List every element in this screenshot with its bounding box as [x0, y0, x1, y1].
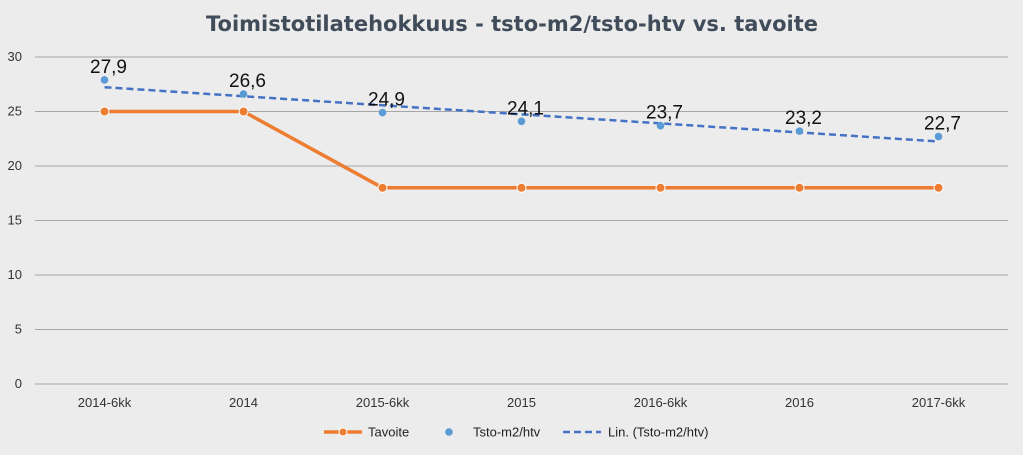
x-tick-label: 2016-6kk [634, 395, 688, 410]
y-tick-label: 5 [15, 322, 22, 337]
data-label: 26,6 [229, 71, 266, 92]
data-label: 24,9 [368, 90, 405, 111]
legend-tavoite-label: Tavoite [368, 425, 409, 440]
tavoite-point [99, 106, 110, 117]
y-tick-label: 0 [15, 376, 22, 391]
tsto-point [517, 117, 526, 126]
x-axis: 2014-6kk 2014 2015-6kk 2015 2016-6kk 2016 2017… [78, 395, 966, 410]
chart-title: Toimistotilatehokkuus - tsto-m2/tsto-htv… [206, 12, 818, 36]
x-tick-label: 2017-6kk [912, 395, 966, 410]
tavoite-point [238, 106, 249, 117]
x-tick-label: 2014-6kk [78, 395, 132, 410]
y-tick-label: 20 [8, 158, 22, 173]
tavoite-point [655, 182, 666, 193]
data-label: 22,7 [924, 114, 961, 135]
x-tick-label: 2014 [229, 395, 258, 410]
data-label: 23,2 [785, 108, 822, 129]
legend-tavoite-marker [338, 427, 348, 437]
y-tick-label: 25 [8, 104, 22, 119]
tavoite-point [516, 182, 527, 193]
tavoite-point [377, 182, 388, 193]
y-tick-label: 30 [8, 49, 22, 64]
tsto-point [378, 108, 387, 117]
x-tick-label: 2015-6kk [356, 395, 410, 410]
tsto-point [795, 127, 804, 135]
tsto-point [100, 76, 109, 84]
data-label: 23,7 [646, 103, 683, 124]
x-tick-label: 2016 [785, 395, 814, 410]
x-tick-label: 2015 [507, 395, 536, 410]
data-label: 27,9 [90, 57, 127, 78]
data-labels: 27,9 26,6 24,9 24,1 23,7 23,2 22,7 [90, 57, 961, 135]
tavoite-point [933, 182, 944, 193]
y-axis: 0 5 10 15 20 25 30 [8, 49, 22, 391]
tsto-point [239, 90, 248, 98]
tavoite-point [794, 182, 805, 193]
legend-tsto-label: Tsto-m2/htv [473, 425, 541, 440]
tsto-point [656, 121, 665, 130]
legend: Tavoite Tsto-m2/htv Lin. (Tsto-m2/htv) [324, 425, 708, 440]
legend-trend-label: Lin. (Tsto-m2/htv) [608, 425, 708, 440]
tsto-point [934, 132, 943, 141]
data-label: 24,1 [507, 98, 544, 119]
y-tick-label: 15 [8, 213, 22, 228]
y-tick-label: 10 [8, 267, 22, 282]
legend-tsto-marker [445, 428, 453, 436]
series-layer [99, 76, 944, 193]
